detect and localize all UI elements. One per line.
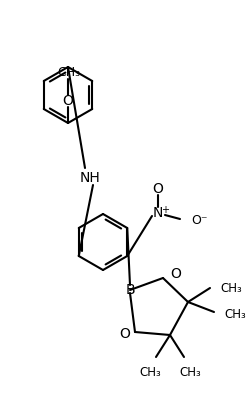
Text: O⁻: O⁻	[191, 215, 207, 228]
Text: +: +	[161, 205, 169, 215]
Text: CH₃: CH₃	[57, 67, 80, 79]
Text: NH: NH	[80, 171, 100, 185]
Text: CH₃: CH₃	[179, 366, 201, 379]
Text: O: O	[62, 94, 74, 108]
Text: B: B	[125, 283, 135, 297]
Text: O: O	[170, 267, 181, 281]
Text: CH₃: CH₃	[224, 307, 246, 320]
Text: O: O	[119, 327, 130, 341]
Text: CH₃: CH₃	[139, 366, 161, 379]
Text: CH₃: CH₃	[220, 282, 242, 295]
Text: N: N	[153, 206, 163, 220]
Text: O: O	[153, 182, 163, 196]
